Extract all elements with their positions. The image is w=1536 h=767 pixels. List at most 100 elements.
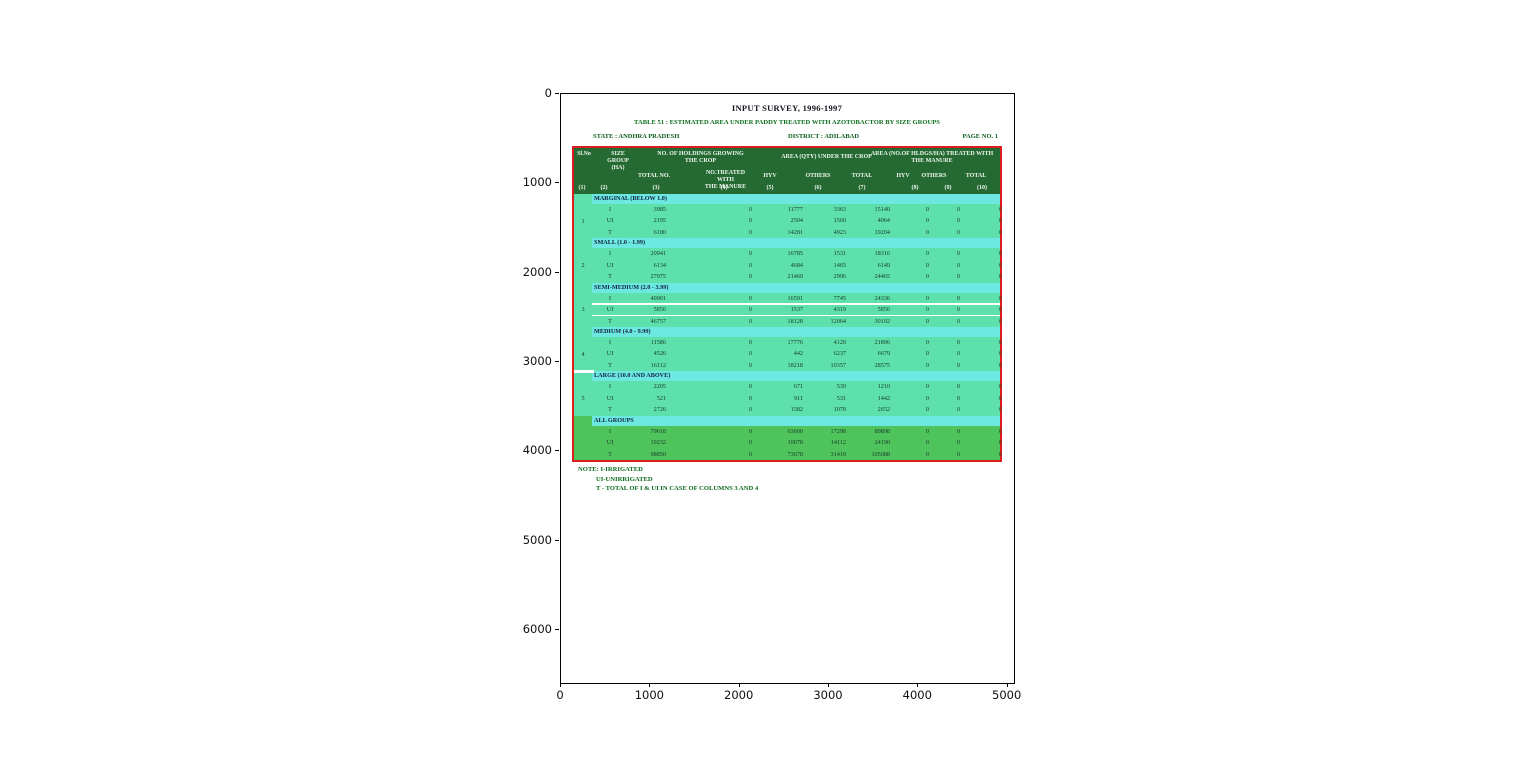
value-cell: 521 — [656, 394, 666, 402]
value-cell: 531 — [836, 394, 846, 402]
row-label: UI — [606, 217, 614, 225]
value-cell: 0 — [998, 394, 1002, 402]
header-line: TOTAL — [965, 173, 987, 179]
value-cell: 0 — [956, 361, 960, 369]
header-line: TOTAL — [851, 173, 873, 179]
size-group-header: SIZE GROUP (HA) — [594, 151, 642, 171]
value-cell: 0 — [956, 439, 960, 447]
size-group-band: MARGINAL (BELOW 1.0) — [592, 194, 1000, 204]
value-cell: 15140 — [874, 206, 890, 213]
size-group-band: ALL GROUPS — [592, 415, 1000, 426]
table-row: T 46757 0 18128 12064 30192 0 0 0 — [574, 316, 1002, 327]
sl-no: 3 — [581, 306, 585, 314]
value-cell: 0 — [956, 261, 960, 269]
value-cell: 19232 — [650, 439, 666, 447]
header-line: TOTAL NO. — [637, 173, 671, 179]
x-tick-label: 3000 — [813, 688, 843, 702]
sub-header-cell: OTHERS — [910, 173, 958, 180]
value-cell: 46757 — [650, 317, 666, 325]
value-cell: 0 — [748, 394, 752, 402]
y-tick-label: 6000 — [522, 621, 552, 636]
table-row: UI 4526 0 442 6237 6679 0 0 0 — [574, 348, 1002, 359]
value-cell: 0 — [956, 383, 960, 391]
value-cell: 79618 — [650, 427, 666, 435]
value-cell: 0 — [925, 294, 929, 302]
value-cell: 0 — [998, 273, 1002, 281]
sub-header-cell: HYV — [879, 173, 927, 180]
table-row: UI 521 0 911 531 1442 0 0 0 — [574, 393, 1002, 404]
value-cell: 0 — [925, 306, 929, 314]
row-label: I — [608, 338, 612, 346]
value-cell: 40901 — [650, 294, 666, 302]
y-tick-label: 3000 — [522, 353, 552, 368]
value-cell: 0 — [998, 306, 1002, 314]
value-cell: 2652 — [877, 406, 890, 414]
value-cell: 0 — [998, 350, 1002, 358]
sl-no: 2 — [581, 261, 585, 269]
value-cell: 4120 — [833, 338, 846, 346]
value-cell: 0 — [748, 427, 752, 435]
value-cell: 0 — [956, 427, 960, 435]
table-row: I 20941 0 16785 1531 18316 0 0 0 — [574, 248, 1002, 259]
header-line: OTHERS — [921, 173, 947, 179]
x-tick-label: 1000 — [634, 688, 664, 702]
value-cell: 0 — [998, 406, 1002, 414]
value-cell: 0 — [998, 250, 1002, 258]
x-tick-label: 2000 — [724, 688, 754, 702]
table-row: UI 6134 0 4684 1465 6149 0 0 0 — [574, 260, 1002, 271]
value-cell: 0 — [748, 261, 752, 269]
table-row: UI 5856 0 1537 4319 5856 0 0 0 — [574, 304, 1002, 315]
value-cell: 0 — [748, 250, 752, 258]
value-cell: 0 — [748, 217, 752, 225]
value-cell: 5856 — [877, 306, 890, 314]
value-cell: 0 — [748, 406, 752, 414]
value-cell: 0 — [998, 228, 1002, 236]
y-tick-mark — [555, 271, 559, 273]
value-cell: 1442 — [877, 394, 890, 402]
value-cell: 0 — [956, 350, 960, 358]
value-cell: 0 — [925, 250, 929, 258]
x-tick-mark — [649, 683, 651, 687]
value-cell: 21896 — [874, 338, 890, 346]
y-tick-mark — [555, 93, 559, 94]
sub-header-cell: OTHERS — [794, 173, 842, 180]
row-label: T — [608, 406, 612, 414]
column-number: (4) — [720, 185, 728, 191]
value-cell: 0 — [998, 427, 1002, 435]
column-group-header-holdings: NO. OF HOLDINGS GROWING THE CROP — [642, 151, 759, 165]
value-cell: 10078 — [787, 439, 803, 447]
value-cell: 0 — [748, 206, 752, 213]
column-number: (1) — [578, 185, 586, 191]
y-tick-mark — [555, 628, 559, 630]
row-label: UI — [606, 350, 614, 358]
value-cell: 2726 — [653, 406, 666, 414]
header-line: AREA (NO.OF HLDGS/HA) TREATED WITH — [870, 151, 994, 157]
sub-header-cell: TOTAL — [952, 173, 1000, 180]
value-cell: 17776 — [787, 338, 803, 346]
column-number: (5) — [766, 185, 774, 191]
value-cell: 5856 — [653, 306, 666, 314]
value-cell: 0 — [925, 406, 929, 414]
sl-no: 4 — [581, 350, 585, 358]
value-cell: 20941 — [650, 250, 666, 258]
value-cell: 0 — [998, 338, 1002, 346]
value-cell: 0 — [956, 338, 960, 346]
row-label: UI — [606, 261, 614, 269]
value-cell: 10357 — [830, 361, 846, 369]
table-body: MARGINAL (BELOW 1.0) 1 I 3985 0 11777 3363 1514… — [574, 194, 1002, 460]
y-tick-mark — [555, 360, 559, 362]
table-row: T 98850 0 73678 31410 105088 0 0 0 — [574, 449, 1002, 460]
footnotes: NOTE: I-IRRIGATED UI-UNIRRIGATED T - TOT… — [578, 465, 758, 494]
size-group-block: ALL GROUPS I 79618 0 63600 17298 80898 0 0 0 UI 192… — [574, 415, 1002, 460]
header-line: NO.TREATED WITH — [705, 170, 746, 183]
value-cell: 63600 — [787, 427, 803, 435]
value-cell: 442 — [793, 350, 803, 358]
value-cell: 0 — [998, 217, 1002, 225]
value-cell: 0 — [925, 450, 929, 458]
value-cell: 14112 — [830, 439, 846, 447]
table-row: I 2205 0 671 539 1210 0 0 0 — [574, 381, 1002, 392]
value-cell: 16112 — [650, 361, 666, 369]
row-label: I — [608, 383, 612, 391]
value-cell: 1210 — [877, 383, 890, 391]
